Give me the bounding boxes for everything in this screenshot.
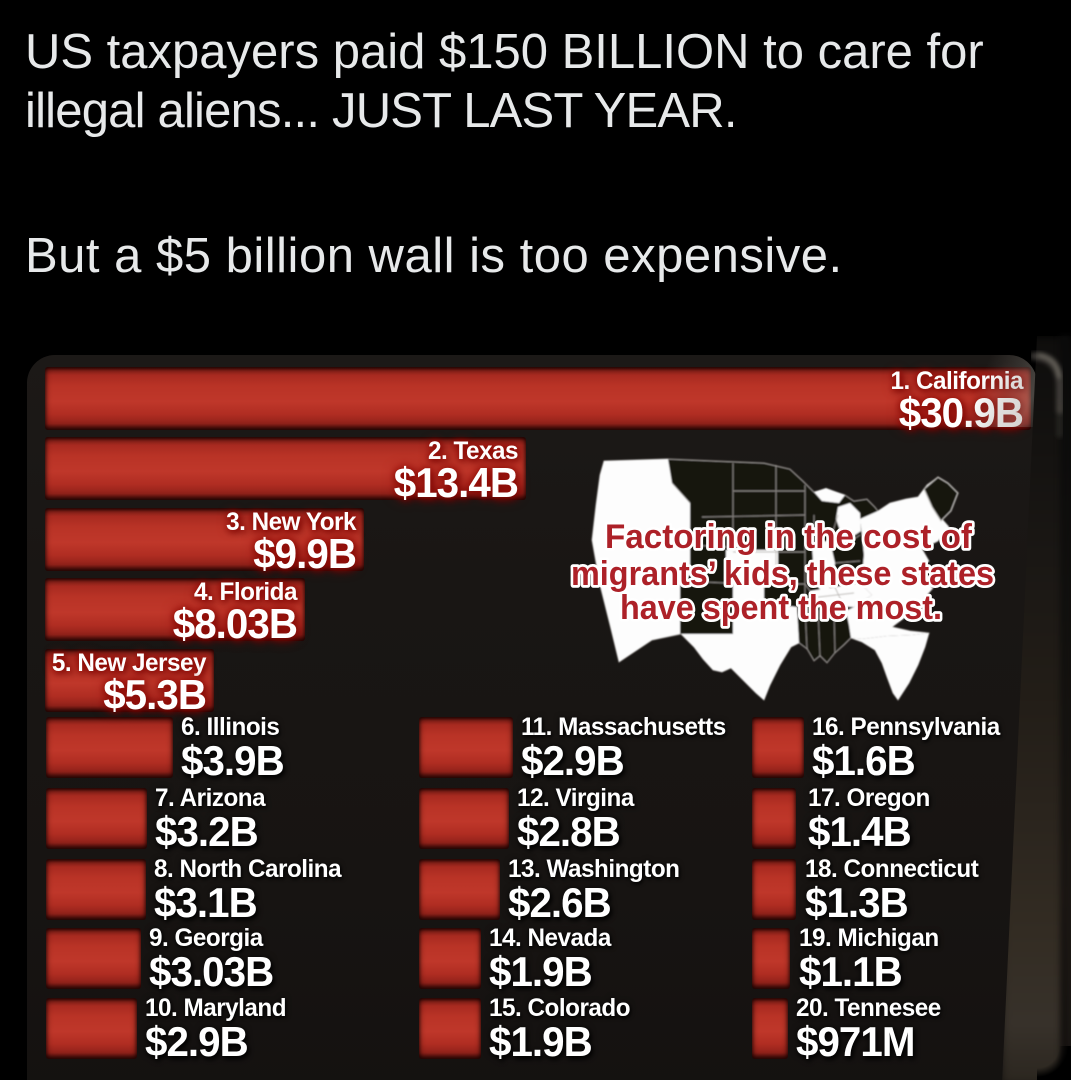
svg-text:Factoring in the cost of: Factoring in the cost of <box>605 518 973 556</box>
svg-text:have spent the most.: have spent the most. <box>620 589 942 627</box>
svg-text:migrants’ kids, these states: migrants’ kids, these states <box>571 555 994 593</box>
